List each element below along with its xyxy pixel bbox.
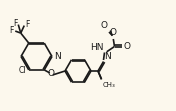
Text: F: F [13, 19, 18, 28]
Text: N: N [104, 52, 111, 60]
Text: O: O [124, 42, 130, 51]
Text: O: O [100, 21, 107, 30]
Text: N: N [54, 52, 61, 60]
Text: F: F [25, 20, 29, 29]
Text: Cl: Cl [19, 66, 26, 75]
Text: O: O [109, 28, 116, 37]
Text: F: F [9, 26, 14, 35]
Text: CH₃: CH₃ [102, 82, 115, 88]
Text: O: O [48, 69, 55, 78]
Text: HN: HN [90, 43, 104, 52]
